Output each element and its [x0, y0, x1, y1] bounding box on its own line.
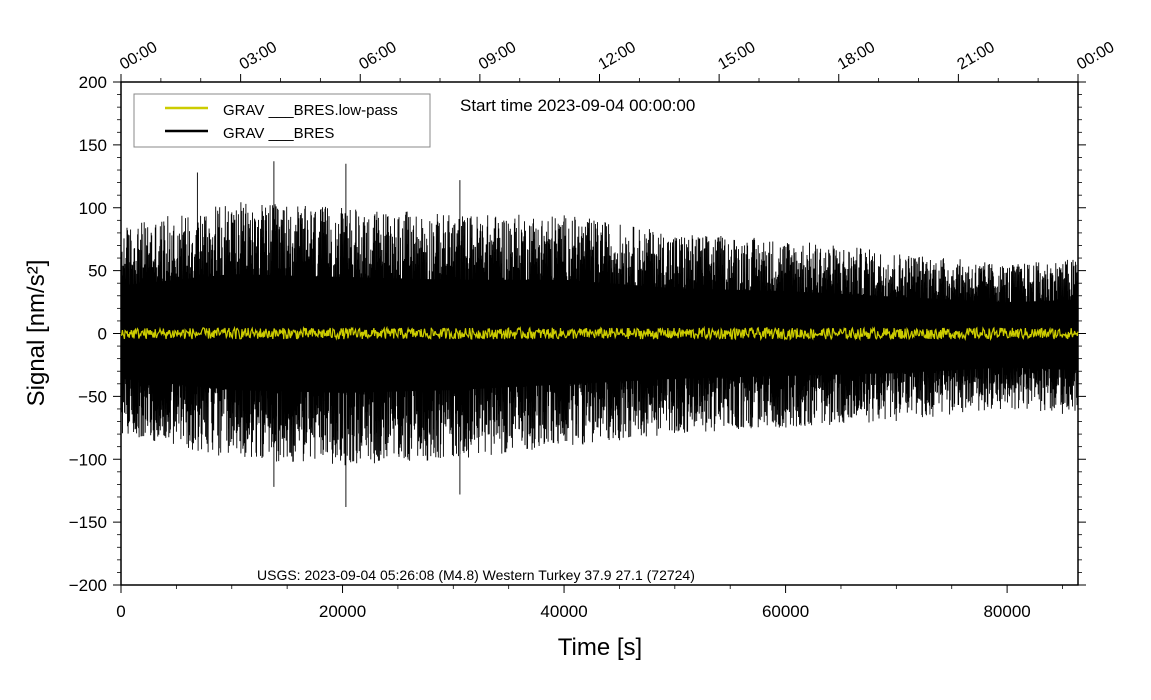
start-time-label: Start time 2023-09-04 00:00:00	[460, 96, 695, 115]
y-tick-label: 200	[79, 73, 107, 92]
x-tick-label: 60000	[762, 602, 809, 621]
event-annotation: USGS: 2023-09-04 05:26:08 (M4.8) Western…	[257, 567, 695, 583]
y-tick-label: 100	[79, 199, 107, 218]
top-tick-label: 09:00	[476, 39, 519, 74]
top-tick-label: 18:00	[835, 39, 878, 74]
top-tick-label: 03:00	[237, 39, 280, 74]
legend-box	[133, 93, 431, 148]
y-tick-label: −150	[69, 513, 107, 532]
x-tick-label: 40000	[540, 602, 587, 621]
series-lowpass-trace	[120, 325, 1079, 342]
y-axis-label-main: Signal [nm/s²]	[23, 260, 50, 407]
y-axis-label: Signal [nm/s²]	[23, 260, 50, 407]
y-tick-label: 0	[98, 325, 107, 344]
x-axis-label: Time [s]	[558, 634, 642, 661]
top-tick-label: 21:00	[955, 39, 998, 74]
top-tick-label: 15:00	[715, 39, 758, 74]
y-tick-label: −100	[69, 450, 107, 469]
traces	[120, 161, 1079, 507]
legend-label-lowpass: GRAV ___BRES.low-pass	[223, 102, 398, 119]
legend: GRAV ___BRES.low-pass GRAV ___BRES	[133, 93, 431, 148]
x-tick-label: 20000	[319, 602, 366, 621]
y-tick-label: 150	[79, 136, 107, 155]
top-tick-label: 00:00	[117, 39, 160, 74]
y-tick-label: −50	[78, 387, 107, 406]
x-tick-label: 80000	[983, 602, 1030, 621]
top-tick-label: 12:00	[596, 39, 639, 74]
x-tick-label: 0	[116, 602, 125, 621]
legend-label-raw: GRAV ___BRES	[223, 125, 334, 142]
y-tick-label: 50	[88, 262, 107, 281]
top-tick-label: 06:00	[356, 39, 399, 74]
y-tick-label: −200	[69, 576, 107, 595]
top-tick-label: 00:00	[1074, 39, 1117, 74]
